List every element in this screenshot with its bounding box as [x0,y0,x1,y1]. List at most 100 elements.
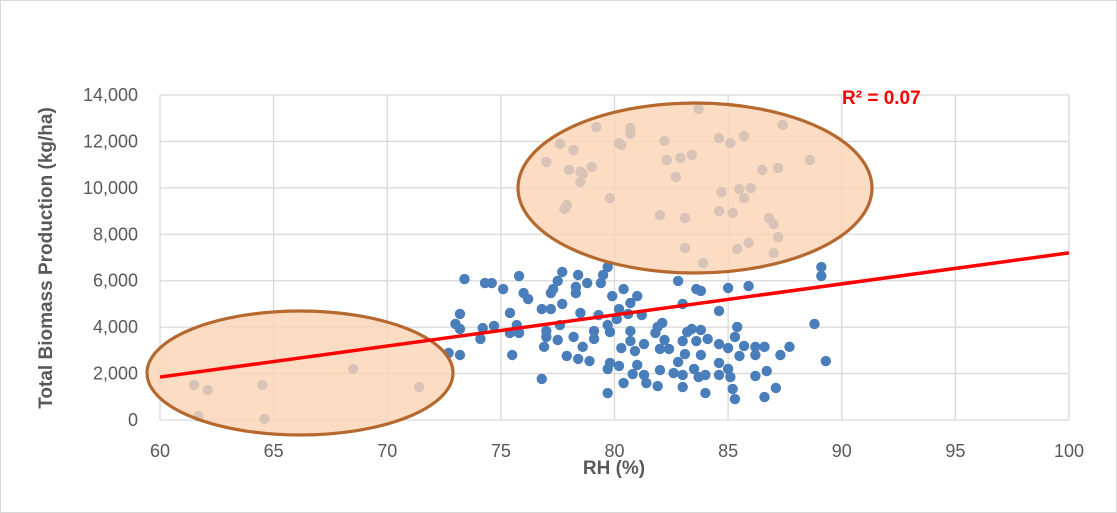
highlight-ellipse [516,101,874,275]
data-point [625,335,636,347]
data-point [713,369,725,381]
data-point [613,360,625,372]
data-point [618,377,629,389]
y-tick-label: 0 [128,410,138,430]
data-point [759,341,770,353]
data-point [557,266,568,278]
data-point [668,367,679,379]
data-point [570,287,582,299]
data-point [577,341,588,353]
data-point [625,325,636,337]
data-point [679,348,691,360]
data-point [575,307,586,319]
x-tick-label: 90 [832,441,852,461]
data-point [572,353,584,365]
y-tick-label: 12,000 [83,131,138,151]
data-point [595,277,607,289]
data-point [616,342,627,354]
data-point [713,357,725,369]
data-point [504,307,516,319]
data-point [672,275,684,287]
data-point [725,371,736,383]
data-point [750,349,761,361]
data-point [729,331,741,343]
x-tick-label: 85 [718,441,738,461]
data-point [652,380,663,392]
data-point [654,364,666,376]
data-point [561,350,572,362]
data-point [588,325,600,337]
data-point [557,298,568,310]
data-point [775,349,786,361]
data-point [722,342,734,354]
data-point [507,349,518,361]
data-point [572,269,584,281]
data-point [663,343,675,355]
data-point [497,283,509,295]
x-tick-label: 80 [604,441,624,461]
data-point [602,363,613,375]
data-point [607,290,618,302]
data-point [538,341,550,353]
data-point [734,350,745,362]
data-point [770,382,782,394]
data-point [632,359,643,371]
data-point [552,334,563,346]
trendline-group [159,251,1070,379]
data-point [568,331,579,343]
data-point [738,340,750,352]
data-point [602,261,613,273]
data-point [677,369,688,381]
data-point [688,363,700,375]
data-point [638,338,650,350]
data-point [454,323,466,335]
data-point [618,283,629,295]
y-tick-label: 6,000 [93,271,138,291]
data-point [541,331,552,343]
data-point [816,270,827,282]
data-point [652,321,663,333]
data-point [459,273,470,285]
x-tick-label: 95 [945,441,965,461]
data-point [488,320,500,332]
data-point [632,290,643,302]
data-point [584,355,595,367]
data-point [486,277,497,289]
data-point [700,387,711,399]
data-point [677,381,688,393]
data-point [613,303,625,315]
data-point [475,333,486,345]
data-point [693,371,704,383]
y-tick-label: 2,000 [93,364,138,384]
data-point [454,308,466,320]
trendline [159,251,1070,379]
data-point [536,303,547,315]
data-point [641,377,652,389]
data-point [659,334,670,346]
data-point [654,343,666,355]
data-point [702,333,713,345]
x-tick-label: 65 [264,441,284,461]
data-point [629,345,641,357]
data-point [604,326,616,338]
data-point [672,356,684,368]
highlight-ellipses [145,101,874,437]
data-point [713,305,725,317]
data-point [477,322,488,334]
data-point [513,270,525,282]
data-point [582,277,593,289]
data-point [695,324,707,336]
data-point [602,387,613,399]
data-point [809,318,820,330]
data-point [625,297,636,309]
y-tick-labels: 0 2,000 4,000 6,000 8,000 10,000 12,000 14,000 [83,85,138,430]
data-point [732,321,743,333]
y-tick-label: 10,000 [83,178,138,198]
data-point [536,373,547,385]
x-tick-label: 75 [491,441,511,461]
data-point [454,349,466,361]
data-point [627,368,638,380]
y-axis-title: Total Biomass Production (kg/ha) [36,107,57,409]
y-tick-label: 14,000 [83,85,138,105]
